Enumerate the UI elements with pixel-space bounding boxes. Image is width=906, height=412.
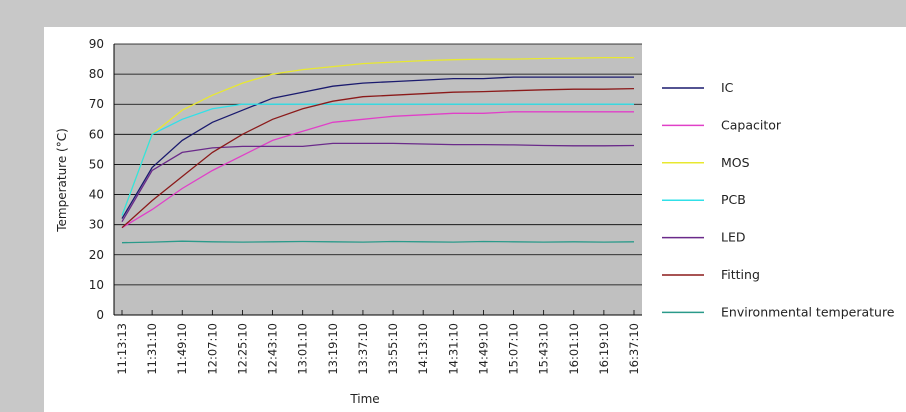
- y-tick-label: 20: [89, 248, 104, 262]
- y-tick-label: 30: [89, 218, 104, 232]
- gridlines: [114, 43, 642, 316]
- series-line-2: [121, 56, 634, 216]
- series-line-1: [121, 111, 634, 229]
- x-tick-label: 12:25:10: [235, 323, 249, 375]
- y-tick-label: 0: [96, 308, 104, 322]
- x-tick-label: 11:13:13: [115, 323, 129, 375]
- legend-label: Fitting: [721, 267, 760, 282]
- legend: IC Capacitor MOS PCB LED Fitting Environmental…: [662, 80, 895, 319]
- x-tick-label: 14:31:10: [446, 323, 460, 375]
- y-tick-label: 40: [89, 188, 104, 202]
- x-tick-label: 16:37:10: [627, 323, 641, 375]
- y-tick-label: 60: [89, 127, 104, 141]
- legend-label: Capacitor: [721, 117, 782, 132]
- series-line-0: [121, 76, 634, 219]
- x-tick-label: 13:55:10: [386, 323, 400, 375]
- x-tick-label: 16:01:10: [567, 323, 581, 375]
- plot-background: [114, 44, 642, 315]
- series-lines: [121, 56, 635, 244]
- x-axis-label: Time: [349, 392, 379, 406]
- x-tick-label: 16:19:10: [597, 323, 611, 375]
- x-tick-label: 14:49:10: [476, 323, 490, 375]
- y-tick-label: 50: [89, 157, 104, 171]
- x-tick-label: 11:49:10: [175, 323, 189, 375]
- x-tick-label: 14:13:10: [416, 323, 430, 375]
- legend-label: IC: [721, 80, 734, 95]
- y-tick-labels: 0 10 20 30 40 50 60 70 80 90: [89, 37, 104, 322]
- plot-area: [114, 44, 642, 315]
- legend-label: LED: [721, 230, 746, 245]
- series-line-3: [121, 103, 634, 216]
- axes: [113, 44, 642, 316]
- y-axis-label: Temperature (°C): [55, 128, 69, 233]
- chart-panel: 0 10 20 30 40 50 60 70 80 90 11:13:13 11:31:10 11:4…: [44, 27, 906, 412]
- y-tick-label: 70: [89, 97, 104, 111]
- x-tick-label: 12:43:10: [266, 323, 280, 375]
- x-tick-label: 11:31:10: [145, 323, 159, 375]
- x-tick-label: 13:37:10: [356, 323, 370, 375]
- legend-label: PCB: [721, 192, 746, 207]
- y-tick-label: 80: [89, 67, 104, 81]
- x-tick-label: 12:07:10: [205, 323, 219, 375]
- x-tick-labels: 11:13:13 11:31:10 11:49:10 12:07:10 12:25:10…: [115, 323, 641, 375]
- legend-label: MOS: [721, 155, 750, 170]
- x-tick-label: 13:19:10: [326, 323, 340, 375]
- series-line-5: [121, 87, 635, 229]
- x-tick-label: 15:07:10: [507, 323, 521, 375]
- y-tick-label: 90: [89, 37, 104, 51]
- legend-label: Environmental temperature: [721, 304, 895, 319]
- line-chart: 0 10 20 30 40 50 60 70 80 90 11:13:13 11:31:10 11:4…: [55, 37, 895, 406]
- x-tick-label: 13:01:10: [296, 323, 310, 375]
- series-line-4: [121, 142, 635, 223]
- x-tick-label: 15:43:10: [537, 323, 551, 375]
- y-tick-label: 10: [89, 278, 104, 292]
- series-line-6: [121, 240, 635, 244]
